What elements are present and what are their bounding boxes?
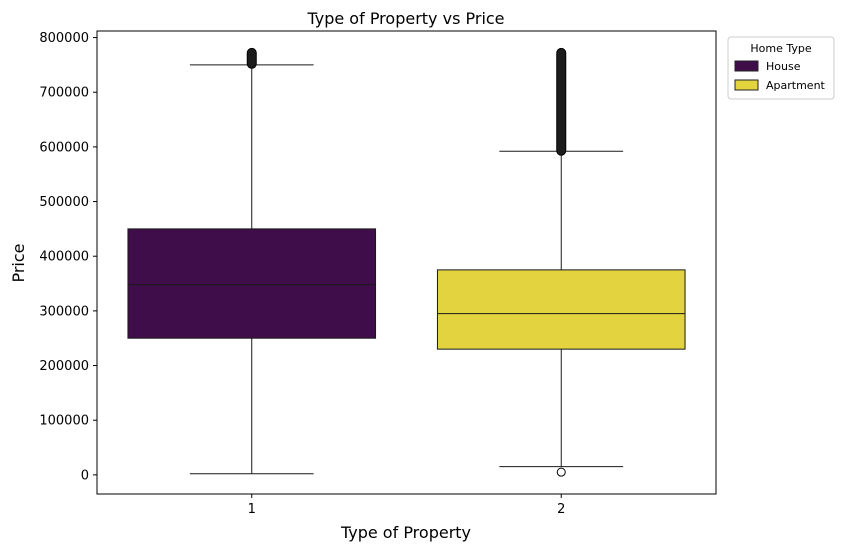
box-body [127,228,377,339]
outlier-point [556,467,566,477]
plot-area [127,47,686,477]
legend-label-house: House [766,60,801,73]
x-tick-label: 2 [557,502,565,517]
y-tick-label: 500000 [39,195,89,210]
legend: Home Type House Apartment [727,36,835,100]
y-axis: 0 100000 200000 300000 400000 500000 600000 700… [39,31,97,483]
y-tick-label: 700000 [39,86,89,101]
outlier-cluster [246,47,257,69]
chart-title: Type of Property vs Price [306,9,504,28]
x-tick-label: 1 [248,502,256,517]
y-tick-label: 600000 [39,140,89,155]
x-axis-label: Type of Property [340,523,471,542]
legend-label-apartment: Apartment [766,79,826,92]
box-body [436,269,686,350]
y-tick-label: 100000 [39,414,89,429]
y-tick-label: 300000 [39,304,89,319]
y-tick-label: 800000 [39,31,89,46]
legend-title: Home Type [750,42,811,55]
y-axis-label: Price [9,243,28,282]
legend-swatch-house [734,60,759,72]
y-tick-label: 200000 [39,359,89,374]
legend-swatch-apartment [734,79,759,91]
y-tick-label: 0 [81,468,89,483]
outlier-cluster [556,47,567,156]
y-tick-label: 400000 [39,250,89,265]
box-group-house [127,47,377,475]
box-group-apartment [436,47,686,477]
axes-frame [96,30,717,495]
